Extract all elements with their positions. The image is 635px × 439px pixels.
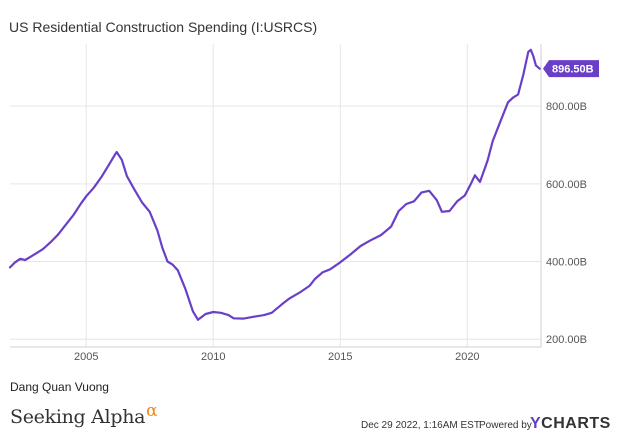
- series-layer: [8, 48, 541, 321]
- x-tick-label: 2015: [328, 351, 352, 363]
- author-name: Dang Quan Vuong: [10, 380, 109, 394]
- alpha-symbol: α: [146, 401, 158, 421]
- ycharts-wordmark: CHARTS: [541, 415, 611, 432]
- grid-lines: [10, 44, 541, 347]
- seeking-alpha-wordmark: Seeking Alpha: [10, 406, 146, 428]
- plot-frame: [10, 44, 542, 348]
- ycharts-logo[interactable]: YCHARTS: [530, 415, 611, 433]
- x-tick-label: 2020: [455, 351, 479, 363]
- y-tick-label: 400.00B: [546, 257, 587, 269]
- last-value-badge: [543, 60, 599, 78]
- y-axis-ticks: 200.00B 400.00B 600.00B 800.00B: [546, 101, 587, 346]
- y-tick-label: 200.00B: [546, 334, 587, 346]
- last-value-text: 896.50B: [552, 64, 594, 76]
- ycharts-y: Y: [530, 415, 542, 432]
- x-tick-label: 2005: [74, 351, 98, 363]
- x-axis-ticks: 2005 2010 2015 2020: [74, 351, 480, 363]
- powered-by-label: Powered by: [479, 420, 532, 431]
- x-tick-label: 2010: [201, 351, 225, 363]
- y-tick-label: 800.00B: [546, 101, 587, 113]
- series-line: [8, 48, 541, 321]
- last-value-callout: 896.50B: [543, 60, 599, 78]
- y-tick-label: 600.00B: [546, 179, 587, 191]
- chart-title: US Residential Construction Spending (I:…: [9, 19, 318, 35]
- seeking-alpha-logo[interactable]: Seeking Alphaα: [10, 401, 158, 428]
- timestamp: Dec 29 2022, 1:16AM EST.: [361, 420, 482, 431]
